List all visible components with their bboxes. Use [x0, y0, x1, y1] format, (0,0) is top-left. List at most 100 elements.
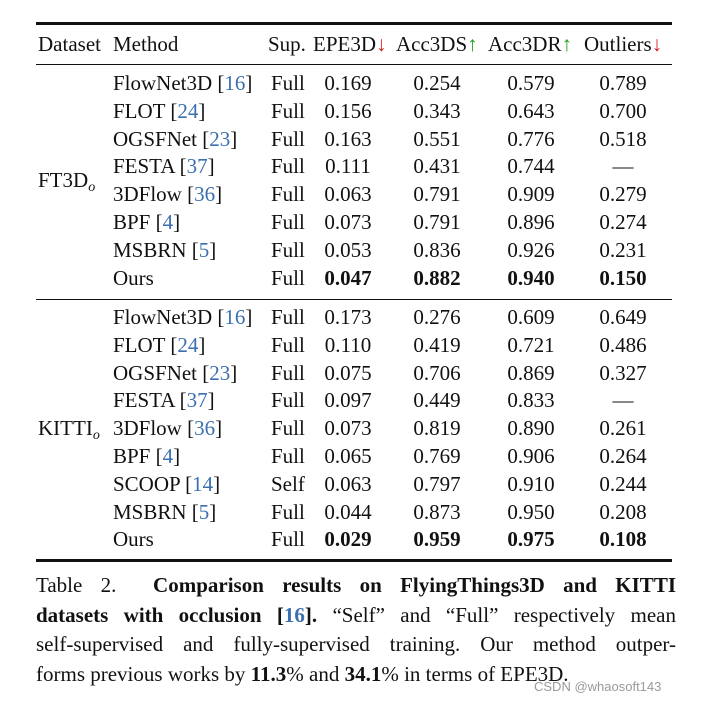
dataset-name: KITTI [38, 416, 93, 441]
epe-cell: 0.073 [324, 210, 372, 234]
acc3ds-cell: 0.769 [413, 444, 461, 468]
method-citation[interactable]: 23 [209, 126, 231, 151]
method-citation[interactable]: 37 [186, 388, 208, 413]
sup-cell: Full [271, 126, 305, 151]
sup-cell: Full [271, 388, 305, 413]
outliers-cell: 0.274 [599, 210, 647, 234]
sup-cell: Full [271, 332, 305, 357]
caption-line-4c: in terms of EPE3D. [398, 661, 569, 686]
method-cell: SCOOP [14] [113, 471, 221, 496]
method-citation[interactable]: 37 [186, 154, 208, 179]
sup-cell: Full [271, 360, 305, 385]
outliers-cell: 0.649 [599, 305, 647, 329]
dataset-name: FT3D [38, 168, 89, 193]
epe-cell: 0.073 [324, 416, 372, 441]
caption-pct-2: 34.1 [344, 661, 382, 686]
sup-cell: Full [271, 210, 305, 234]
method-name: MSBRN [113, 237, 192, 262]
method-cell: Ours [113, 265, 154, 290]
method-citation[interactable]: 23 [209, 360, 231, 385]
caption-pct-sign-2: % [381, 661, 399, 686]
method-citation[interactable]: 14 [192, 471, 214, 496]
method-citation[interactable]: 4 [162, 210, 174, 234]
sup-cell: Full [271, 499, 305, 524]
sup-cell: Full [271, 265, 305, 290]
outliers-cell: 0.486 [599, 332, 647, 357]
acc3ds-cell: 0.797 [413, 471, 461, 496]
epe-cell: 0.169 [324, 71, 372, 95]
caption-line-3: self-supervised and fully-supervised tra… [36, 632, 676, 656]
table-caption: Table 2. Comparison results on FlyingThi… [36, 571, 676, 689]
header-epe3d: EPE3D↓ [313, 34, 387, 55]
outliers-cell: 0.327 [599, 360, 647, 385]
method-cell: 3DFlow [36] [113, 182, 223, 207]
caption-line-4: forms previous works by 11.3% and 34.1% … [36, 660, 676, 690]
method-citation[interactable]: 24 [177, 98, 199, 123]
caption-line-1: Table 2. Comparison results on FlyingThi… [36, 571, 676, 601]
acc3ds-cell: 0.791 [413, 210, 461, 234]
method-cell: OGSFNet [23] [113, 360, 238, 385]
caption-citation[interactable]: 16 [283, 602, 305, 627]
caption-pct-1: 11.3 [250, 661, 287, 686]
method-citation[interactable]: 5 [198, 499, 210, 524]
method-citation[interactable]: 16 [224, 71, 246, 95]
outliers-cell: — [612, 154, 634, 179]
method-name: FESTA [113, 154, 180, 179]
method-citation[interactable]: 24 [177, 332, 199, 357]
sup-cell: Full [271, 71, 305, 95]
sup-cell: Full [271, 154, 305, 179]
method-cell: BPF [4] [113, 210, 181, 234]
method-citation[interactable]: 16 [224, 305, 246, 329]
outliers-cell: — [612, 388, 634, 413]
method-name: Ours [113, 527, 154, 552]
outliers-cell: 0.244 [599, 471, 647, 496]
method-cell: OGSFNet [23] [113, 126, 238, 151]
acc3dr-cell: 0.906 [507, 444, 555, 468]
epe-cell: 0.044 [324, 499, 372, 524]
acc3ds-cell: 0.551 [413, 126, 461, 151]
outliers-cell: 0.108 [599, 527, 647, 552]
outliers-cell: 0.700 [599, 98, 647, 123]
method-citation[interactable]: 36 [194, 416, 216, 441]
acc3ds-cell: 0.343 [413, 98, 461, 123]
acc3dr-cell: 0.869 [507, 360, 555, 385]
sup-cell: Full [271, 98, 305, 123]
method-name: 3DFlow [113, 182, 188, 207]
header-outliers-label: Outliers [584, 32, 652, 56]
method-cell: FlowNet3D [16] [113, 71, 253, 95]
method-cell: FESTA [37] [113, 388, 215, 413]
acc3dr-cell: 0.609 [507, 305, 555, 329]
epe-cell: 0.029 [324, 527, 372, 552]
method-citation[interactable]: 36 [194, 182, 216, 207]
acc3dr-cell: 0.776 [507, 126, 555, 151]
caption-line-2-rest: “Self” and “Full” respectively mean [317, 602, 676, 627]
acc3dr-cell: 0.909 [507, 182, 555, 207]
table-header-rule [36, 64, 672, 65]
header-method: Method [113, 32, 179, 56]
header-epe3d-label: EPE3D [313, 32, 376, 56]
outliers-cell: 0.261 [599, 416, 647, 441]
watermark: CSDN @whaosoft143 [534, 679, 662, 694]
method-citation[interactable]: 4 [162, 444, 174, 468]
outliers-cell: 0.208 [599, 499, 647, 524]
acc3dr-cell: 0.975 [507, 527, 555, 552]
caption-bold-2b: ]. [304, 602, 318, 627]
arrow-up-icon: ↑ [561, 32, 572, 56]
caption-label: Table 2. [36, 573, 117, 597]
sup-cell: Self [271, 471, 305, 496]
method-name: FlowNet3D [113, 305, 218, 329]
outliers-cell: 0.279 [599, 182, 647, 207]
epe-cell: 0.075 [324, 360, 372, 385]
method-name: Ours [113, 265, 154, 290]
sup-cell: Full [271, 527, 305, 552]
epe-cell: 0.065 [324, 444, 372, 468]
method-name: FLOT [113, 332, 171, 357]
epe-cell: 0.047 [324, 265, 372, 290]
acc3dr-cell: 0.744 [507, 154, 555, 179]
header-acc3dr-label: Acc3DR [488, 32, 562, 56]
dataset-subscript: o [92, 428, 100, 444]
caption-bold-2: datasets with occlusion [16]. [36, 603, 317, 627]
acc3ds-cell: 0.254 [413, 71, 461, 95]
method-cell: FESTA [37] [113, 154, 215, 179]
method-citation[interactable]: 5 [198, 237, 210, 262]
